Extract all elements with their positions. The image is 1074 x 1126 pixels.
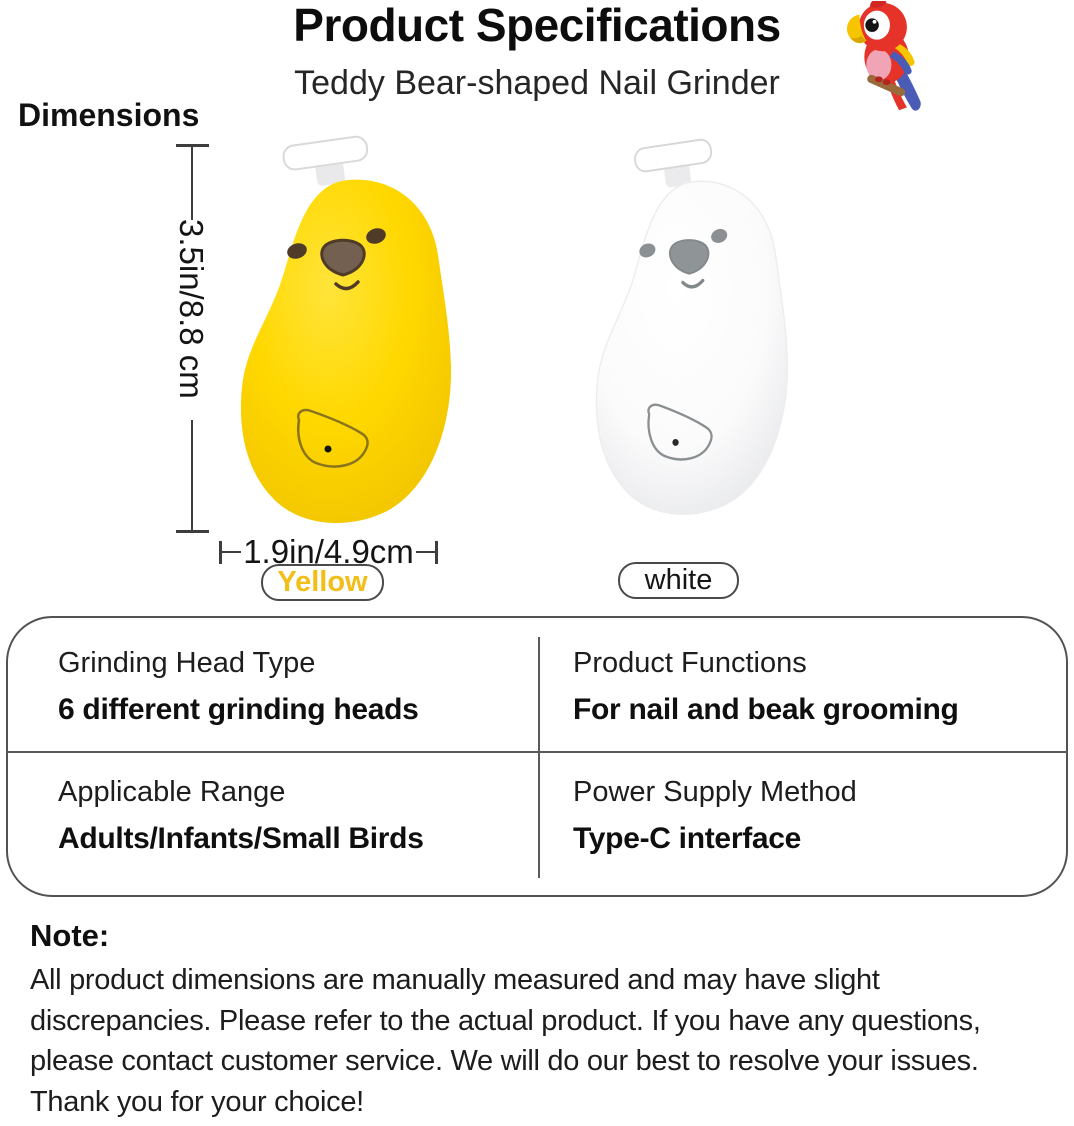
- spec-cell-product-functions: Product Functions For nail and beak groo…: [573, 646, 959, 728]
- white-nail-grinder-illustration: [595, 138, 789, 515]
- spec-value: Type-C interface: [573, 822, 802, 855]
- spec-value: 6 different grinding heads: [58, 693, 419, 726]
- height-dimension-line: [191, 147, 193, 220]
- spec-value: For nail and beak grooming: [573, 693, 959, 726]
- spec-table-vertical-divider: [538, 637, 540, 878]
- width-dimension-right-tick: [435, 540, 438, 564]
- page-title: Product Specifications: [293, 0, 781, 51]
- width-dimension-left-tick: [219, 540, 222, 564]
- color-badge-yellow-label: Yellow: [277, 566, 368, 598]
- height-dimension-line: [191, 420, 193, 530]
- note-body: All product dimensions are manually meas…: [30, 964, 981, 1118]
- dimensions-section-label: Dimensions: [18, 97, 200, 133]
- height-dimension-label: 3.5in/8.8 cm: [173, 219, 210, 399]
- spec-cell-power-supply: Power Supply Method Type-C interface: [573, 775, 857, 857]
- parrot-icon: [847, 1, 921, 111]
- spec-value: Adults/Infants/Small Birds: [58, 822, 424, 855]
- spec-label: Product Functions: [573, 647, 807, 679]
- yellow-nail-grinder-illustration: [240, 135, 452, 524]
- color-badge-yellow: Yellow: [261, 564, 384, 601]
- color-badge-white-label: white: [644, 564, 713, 596]
- width-dimension-label: 1.9in/4.9cm: [243, 533, 414, 570]
- spec-label: Applicable Range: [58, 776, 286, 808]
- page-subtitle: Teddy Bear-shaped Nail Grinder: [294, 64, 780, 102]
- grinder-cap: [282, 135, 369, 186]
- width-dimension-line: [222, 550, 242, 554]
- spec-label: Grinding Head Type: [58, 647, 316, 679]
- grinder-cap: [634, 138, 713, 188]
- spec-cell-grinding-head-type: Grinding Head Type 6 different grinding …: [58, 646, 419, 728]
- spec-table: Grinding Head Type 6 different grinding …: [6, 616, 1068, 897]
- spec-cell-applicable-range: Applicable Range Adults/Infants/Small Bi…: [58, 775, 424, 857]
- height-dimension-top-cap: [176, 144, 209, 147]
- note-heading: Note:: [30, 918, 110, 953]
- spec-table-horizontal-divider: [6, 751, 1068, 753]
- height-dimension-bottom-cap: [176, 530, 209, 533]
- color-badge-white: white: [618, 562, 739, 599]
- width-dimension: 1.9in/4.9cm: [219, 533, 438, 570]
- width-dimension-line: [415, 550, 435, 554]
- spec-label: Power Supply Method: [573, 776, 857, 808]
